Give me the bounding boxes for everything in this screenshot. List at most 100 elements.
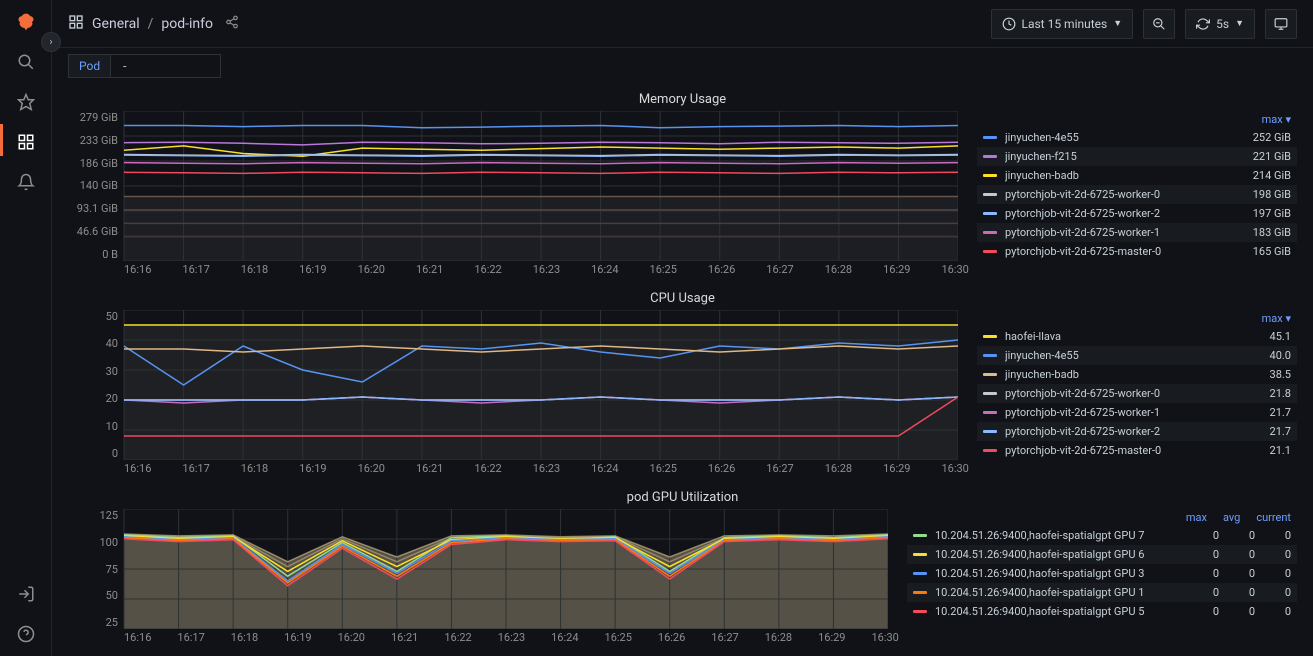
legend-label: pytorchjob-vit-2d-6725-worker-0 [1005, 387, 1235, 400]
legend-swatch [983, 212, 997, 215]
legend-row[interactable]: 10.204.51.26:9400,haofei-spatialgpt GPU … [907, 545, 1297, 564]
tv-mode-button[interactable] [1265, 9, 1297, 39]
legend-swatch [983, 392, 997, 395]
legend-label: pytorchjob-vit-2d-6725-worker-0 [1005, 188, 1235, 201]
legend-avg: 0 [1227, 529, 1255, 542]
legend-sort-avg[interactable]: avg [1223, 511, 1240, 524]
breadcrumb: General / pod-info [68, 14, 239, 34]
legend-max: 21.7 [1243, 425, 1291, 438]
legend-avg: 0 [1227, 567, 1255, 580]
help-icon[interactable] [16, 624, 36, 644]
legend-row[interactable]: haofei-llava45.1 [977, 327, 1297, 346]
gpu-chart-svg[interactable] [68, 509, 888, 629]
legend-swatch [913, 553, 927, 556]
legend-max: 214 GiB [1243, 169, 1291, 182]
legend-max: 0 [1191, 567, 1219, 580]
legend-row[interactable]: jinyuchen-f215221 GiB [977, 147, 1297, 166]
legend-sort-max[interactable]: max ▾ [1262, 113, 1291, 126]
panel-title[interactable]: pod GPU Utilization [68, 484, 1297, 509]
var-pod-value[interactable]: - [111, 54, 221, 78]
panel-gpu: pod GPU Utilization 125100755025 16:1616… [68, 484, 1297, 647]
breadcrumb-folder[interactable]: General [92, 16, 140, 32]
panel-title[interactable]: Memory Usage [68, 86, 1297, 111]
main: General / pod-info Last 15 minutes ▼ 5s … [52, 0, 1313, 656]
legend-row[interactable]: 10.204.51.26:9400,haofei-spatialgpt GPU … [907, 583, 1297, 602]
legend-label: jinyuchen-badb [1005, 368, 1235, 381]
legend-row[interactable]: 10.204.51.26:9400,haofei-spatialgpt GPU … [907, 602, 1297, 621]
dashboards-icon[interactable] [16, 132, 36, 152]
legend-swatch [983, 354, 997, 357]
dashboards-small-icon[interactable] [68, 14, 84, 34]
legend-swatch [983, 411, 997, 414]
legend-swatch [983, 136, 997, 139]
memory-chart-svg[interactable] [68, 111, 958, 261]
legend-label: 10.204.51.26:9400,haofei-spatialgpt GPU … [935, 605, 1183, 618]
legend-swatch [983, 193, 997, 196]
refresh-interval-label: 5s [1216, 17, 1229, 31]
legend-row[interactable]: pytorchjob-vit-2d-6725-worker-121.7 [977, 403, 1297, 422]
sidebar: › [0, 0, 52, 656]
legend-max: 21.8 [1243, 387, 1291, 400]
var-pod-label: Pod [68, 54, 111, 78]
legend-swatch [983, 430, 997, 433]
legend-row[interactable]: jinyuchen-4e55252 GiB [977, 128, 1297, 147]
legend-row[interactable]: jinyuchen-4e5540.0 [977, 346, 1297, 365]
legend-max: 221 GiB [1243, 150, 1291, 163]
gpu-x-axis: 16:1616:1716:1816:1916:2016:2116:2216:23… [68, 629, 899, 644]
legend-row[interactable]: pytorchjob-vit-2d-6725-worker-1183 GiB [977, 223, 1297, 242]
legend-row[interactable]: pytorchjob-vit-2d-6725-worker-2197 GiB [977, 204, 1297, 223]
legend-sort-max[interactable]: max ▾ [1262, 312, 1291, 325]
legend-swatch [983, 231, 997, 234]
legend-row[interactable]: pytorchjob-vit-2d-6725-worker-0198 GiB [977, 185, 1297, 204]
legend-sort-current[interactable]: current [1256, 511, 1291, 524]
legend-swatch [983, 250, 997, 253]
legend-row[interactable]: jinyuchen-badb214 GiB [977, 166, 1297, 185]
panel-title[interactable]: CPU Usage [68, 285, 1297, 310]
chevron-down-icon: ▼ [1113, 18, 1122, 29]
legend-label: pytorchjob-vit-2d-6725-master-0 [1005, 444, 1235, 457]
breadcrumb-dashboard[interactable]: pod-info [161, 16, 213, 32]
legend-current: 0 [1263, 605, 1291, 618]
legend-max: 21.7 [1243, 406, 1291, 419]
legend-swatch [983, 373, 997, 376]
legend-max: 0 [1191, 586, 1219, 599]
legend-sort-max[interactable]: max [1186, 511, 1207, 524]
refresh-button[interactable]: 5s ▼ [1185, 9, 1255, 39]
share-icon[interactable] [225, 15, 239, 33]
gpu-y-axis: 125100755025 [68, 509, 124, 629]
star-icon[interactable] [16, 92, 36, 112]
legend-row[interactable]: 10.204.51.26:9400,haofei-spatialgpt GPU … [907, 564, 1297, 583]
cpu-chart-svg[interactable] [68, 310, 958, 460]
legend-swatch [913, 572, 927, 575]
alert-icon[interactable] [16, 172, 36, 192]
memory-y-axis: 279 GiB233 GiB186 GiB140 GiB93.1 GiB46.6… [68, 111, 124, 261]
legend-max: 21.1 [1243, 444, 1291, 457]
search-icon[interactable] [16, 52, 36, 72]
cpu-y-axis: 50403020100 [68, 310, 124, 460]
zoom-out-button[interactable] [1143, 9, 1175, 39]
legend-row[interactable]: jinyuchen-badb38.5 [977, 365, 1297, 384]
grafana-logo-icon[interactable] [16, 12, 36, 32]
legend-label: pytorchjob-vit-2d-6725-worker-2 [1005, 425, 1235, 438]
legend-row[interactable]: pytorchjob-vit-2d-6725-worker-0 21.8 [977, 384, 1297, 403]
panel-cpu: CPU Usage 50403020100 16:1616:1716:1816:… [68, 285, 1297, 478]
legend-header: max ▾ [977, 310, 1297, 327]
legend-max: 0 [1191, 605, 1219, 618]
legend-current: 0 [1263, 567, 1291, 580]
legend-max: 197 GiB [1243, 207, 1291, 220]
legend-row[interactable]: pytorchjob-vit-2d-6725-master-0 21.1 [977, 441, 1297, 460]
legend-label: jinyuchen-4e55 [1005, 131, 1235, 144]
memory-chart-area: 279 GiB233 GiB186 GiB140 GiB93.1 GiB46.6… [68, 111, 969, 279]
time-range-picker[interactable]: Last 15 minutes ▼ [991, 9, 1134, 39]
legend-max: 183 GiB [1243, 226, 1291, 239]
panels-container: Memory Usage 279 GiB233 GiB186 GiB140 Gi… [52, 84, 1313, 656]
legend-row[interactable]: 10.204.51.26:9400,haofei-spatialgpt GPU … [907, 526, 1297, 545]
legend-row[interactable]: pytorchjob-vit-2d-6725-master-0165 GiB [977, 242, 1297, 261]
sidebar-expand-icon[interactable]: › [41, 32, 61, 52]
legend-row[interactable]: pytorchjob-vit-2d-6725-worker-2 21.7 [977, 422, 1297, 441]
legend-label: 10.204.51.26:9400,haofei-spatialgpt GPU … [935, 548, 1183, 561]
memory-x-axis: 16:1616:1716:1816:1916:2016:2116:2216:23… [68, 261, 969, 276]
legend-label: haofei-llava [1005, 330, 1235, 343]
memory-legend: max ▾ jinyuchen-4e55252 GiBjinyuchen-f215… [977, 111, 1297, 279]
signin-icon[interactable] [16, 584, 36, 604]
